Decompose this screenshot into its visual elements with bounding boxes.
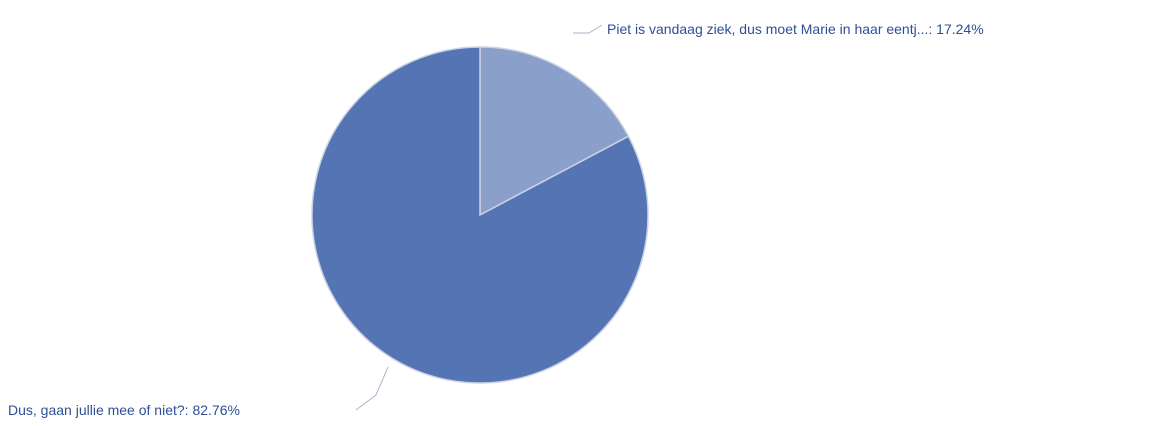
slices-layer	[311, 46, 649, 384]
slice-label-2: Dus, gaan jullie mee of niet?: 82.76%	[8, 402, 240, 418]
pie-slice-2	[311, 46, 649, 384]
labels-layer: Piet is vandaag ziek, dus moet Marie in …	[8, 21, 984, 418]
slice-label-1: Piet is vandaag ziek, dus moet Marie in …	[607, 21, 984, 37]
leader-line-1	[573, 24, 603, 34]
pie-slice-1	[479, 46, 630, 217]
leader-line-2	[355, 366, 389, 411]
